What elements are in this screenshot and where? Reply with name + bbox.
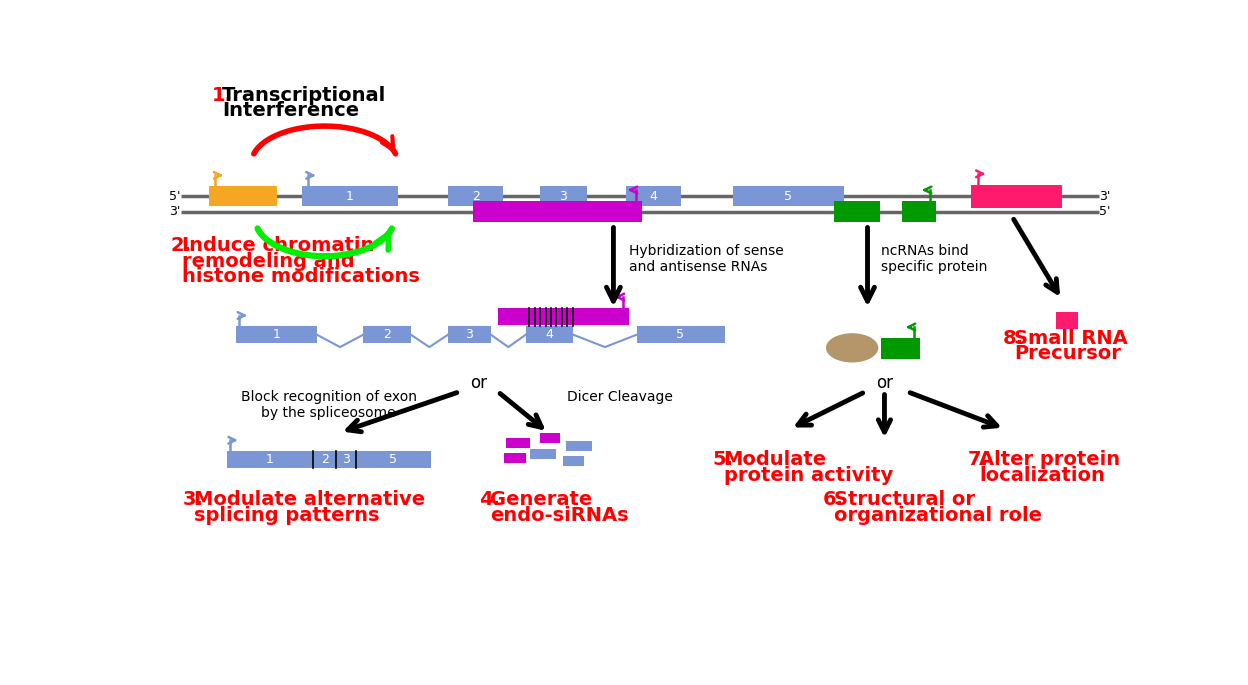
Text: ncRNAs bind
specific protein: ncRNAs bind specific protein bbox=[881, 244, 987, 274]
Bar bbox=[302, 186, 398, 206]
Text: 1: 1 bbox=[272, 328, 280, 341]
Text: 5.: 5. bbox=[711, 450, 733, 469]
Bar bbox=[733, 186, 845, 206]
Text: 2: 2 bbox=[321, 453, 328, 466]
Bar bbox=[834, 201, 880, 223]
Text: 2: 2 bbox=[472, 190, 479, 203]
Text: 5: 5 bbox=[784, 190, 792, 203]
Text: splicing patterns: splicing patterns bbox=[193, 506, 379, 525]
Text: Dicer Cleavage: Dicer Cleavage bbox=[568, 390, 673, 404]
Text: 7.: 7. bbox=[967, 450, 988, 469]
Bar bbox=[540, 434, 560, 443]
Text: 1: 1 bbox=[266, 453, 275, 466]
Text: Generate: Generate bbox=[490, 490, 593, 510]
Text: Alter protein: Alter protein bbox=[980, 450, 1121, 469]
Text: Small RNA: Small RNA bbox=[1013, 329, 1128, 347]
Text: 3: 3 bbox=[466, 328, 473, 341]
Bar bbox=[498, 308, 629, 325]
Bar bbox=[625, 186, 681, 206]
Text: 5: 5 bbox=[676, 328, 684, 341]
Bar bbox=[227, 451, 431, 468]
Text: Induce chromatin: Induce chromatin bbox=[182, 236, 374, 256]
Bar bbox=[636, 326, 725, 343]
Bar bbox=[530, 449, 555, 459]
Text: Block recognition of exon
by the spliceosome: Block recognition of exon by the spliceo… bbox=[241, 390, 417, 421]
Text: 4: 4 bbox=[649, 190, 658, 203]
Text: 1: 1 bbox=[346, 190, 353, 203]
Bar bbox=[971, 185, 1062, 208]
Bar bbox=[210, 186, 277, 206]
Text: 3': 3' bbox=[1099, 190, 1111, 203]
Text: localization: localization bbox=[980, 466, 1104, 485]
Bar bbox=[363, 326, 411, 343]
Text: protein activity: protein activity bbox=[724, 466, 892, 485]
Ellipse shape bbox=[826, 333, 879, 362]
Bar bbox=[504, 453, 525, 463]
Text: 6.: 6. bbox=[822, 490, 844, 510]
Bar bbox=[505, 438, 530, 448]
Bar bbox=[525, 326, 573, 343]
Text: 2: 2 bbox=[383, 328, 391, 341]
Text: 8.: 8. bbox=[1002, 329, 1023, 347]
Bar bbox=[565, 441, 592, 451]
Bar bbox=[473, 201, 641, 223]
Text: Transcriptional: Transcriptional bbox=[222, 86, 387, 105]
Bar bbox=[1056, 312, 1078, 329]
Text: 3: 3 bbox=[559, 190, 568, 203]
Bar bbox=[563, 456, 584, 466]
Text: Modulate alternative: Modulate alternative bbox=[193, 490, 424, 510]
Bar bbox=[881, 338, 920, 360]
Text: 3: 3 bbox=[342, 453, 351, 466]
Text: histone modifications: histone modifications bbox=[182, 267, 421, 286]
Bar bbox=[448, 326, 490, 343]
Text: 3.: 3. bbox=[182, 490, 203, 510]
Text: Modulate: Modulate bbox=[724, 450, 826, 469]
Text: endo-siRNAs: endo-siRNAs bbox=[490, 506, 629, 525]
Text: 4: 4 bbox=[545, 328, 553, 341]
Text: 4.: 4. bbox=[479, 490, 499, 510]
Bar bbox=[448, 186, 503, 206]
Text: 2.: 2. bbox=[171, 236, 192, 256]
Bar bbox=[539, 186, 588, 206]
Text: remodeling and: remodeling and bbox=[182, 251, 354, 271]
Text: organizational role: organizational role bbox=[835, 506, 1042, 525]
Text: or: or bbox=[470, 373, 487, 392]
Text: 3': 3' bbox=[168, 205, 180, 218]
Bar bbox=[236, 326, 317, 343]
Text: 5': 5' bbox=[1099, 205, 1111, 218]
Text: 1.: 1. bbox=[211, 86, 232, 105]
Bar bbox=[902, 201, 936, 223]
Text: Precursor: Precursor bbox=[1013, 344, 1121, 363]
Text: Hybridization of sense
and antisense RNAs: Hybridization of sense and antisense RNA… bbox=[629, 244, 784, 274]
Text: 5': 5' bbox=[168, 190, 180, 203]
Text: Structural or: Structural or bbox=[835, 490, 976, 510]
Text: 5: 5 bbox=[389, 453, 397, 466]
Text: or: or bbox=[876, 373, 894, 392]
Text: Interference: Interference bbox=[222, 101, 359, 120]
